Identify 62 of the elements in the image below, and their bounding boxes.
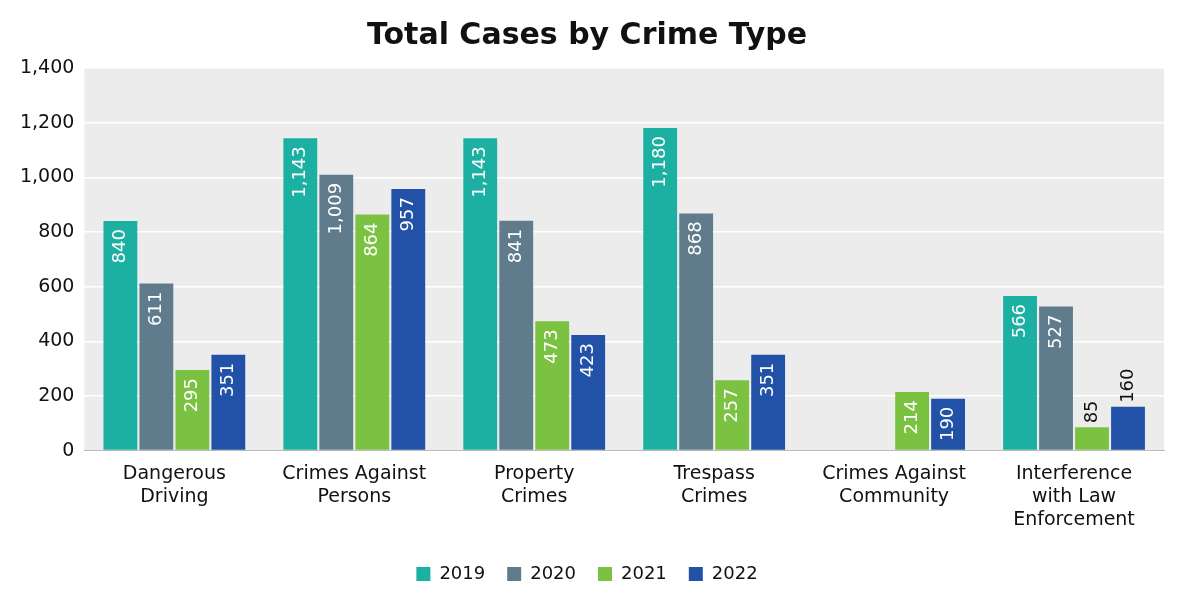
legend-label: 2021 <box>621 561 667 583</box>
bar <box>103 221 138 450</box>
bar <box>1111 406 1145 450</box>
data-label: 1,143 <box>287 146 309 198</box>
bar <box>355 214 390 450</box>
y-tick-label: 1,000 <box>19 164 75 187</box>
data-label: 868 <box>683 221 705 256</box>
bar <box>895 392 930 450</box>
data-label: 611 <box>144 291 166 326</box>
bar <box>283 138 318 450</box>
x-tick-label: Dangerous Driving <box>122 460 226 506</box>
data-label: 527 <box>1043 314 1065 349</box>
data-label: 1,143 <box>467 146 489 198</box>
bar <box>679 213 714 450</box>
data-label: 566 <box>1007 303 1029 339</box>
data-label: 214 <box>899 400 921 435</box>
y-tick-label: 400 <box>38 328 75 351</box>
data-label: 1,009 <box>323 182 345 235</box>
bar <box>139 283 174 450</box>
bar <box>463 138 498 450</box>
bar <box>175 369 210 450</box>
data-label: 351 <box>216 362 238 398</box>
bar <box>535 321 570 450</box>
data-label: 423 <box>575 343 597 378</box>
y-tick-label: 200 <box>38 382 75 405</box>
data-label: 295 <box>180 377 202 413</box>
bar <box>1039 306 1073 450</box>
y-tick-label: 1,400 <box>19 54 75 77</box>
chart-title: Total Cases by Crime Type <box>366 15 808 51</box>
bar <box>211 354 246 450</box>
data-label: 1,180 <box>647 136 669 188</box>
y-tick-label: 1,200 <box>19 109 75 132</box>
data-label: 841 <box>503 228 525 264</box>
legend-label: 2019 <box>439 561 486 583</box>
data-label: 160 <box>1115 368 1137 403</box>
bar <box>499 220 534 450</box>
data-label: 190 <box>935 406 957 442</box>
y-tick-label: 600 <box>38 273 75 296</box>
x-tick-label: Trespass Crimes <box>672 460 755 506</box>
bar <box>751 354 786 450</box>
bar <box>1075 427 1109 450</box>
bar <box>1003 295 1037 450</box>
data-label: 840 <box>108 229 130 264</box>
x-tick-label: Property Crimes <box>494 460 575 506</box>
y-tick-label: 800 <box>38 218 75 241</box>
x-tick-label: Crimes Against Community <box>822 460 967 506</box>
data-label: 351 <box>755 362 777 398</box>
y-tick-label: 0 <box>62 437 75 460</box>
data-label: 864 <box>359 222 381 257</box>
bar <box>391 189 426 450</box>
legend-label: 2022 <box>711 561 758 583</box>
bar <box>571 335 606 450</box>
bar <box>715 380 750 450</box>
bar <box>319 174 354 450</box>
data-label: 957 <box>395 197 417 232</box>
data-label: 257 <box>719 388 741 423</box>
bar <box>643 128 678 450</box>
x-tick-label: Crimes Against Persons <box>282 460 427 506</box>
x-tick-label: Interference with Law Enforcement <box>1013 460 1135 529</box>
data-label: 85 <box>1079 400 1101 424</box>
legend-label: 2020 <box>530 561 576 583</box>
data-label: 473 <box>539 329 561 364</box>
